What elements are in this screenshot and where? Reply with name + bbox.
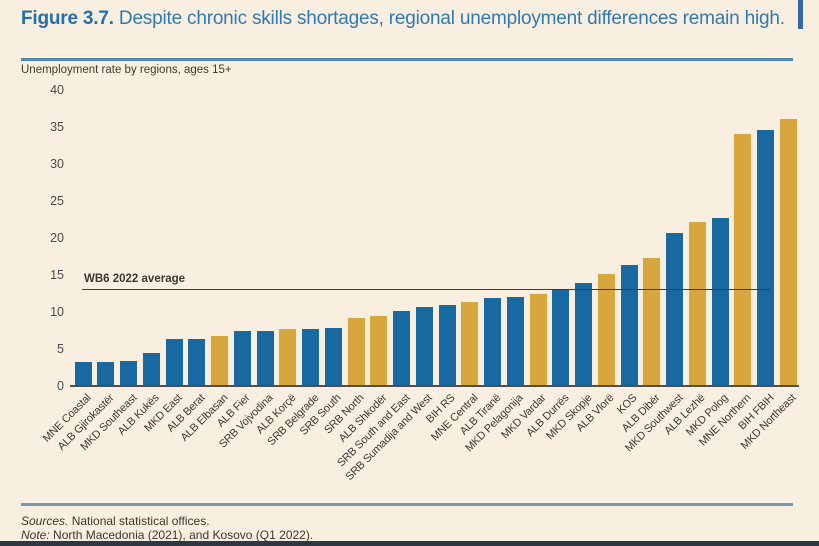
sources-text: National statistical offices. bbox=[68, 514, 210, 528]
bar bbox=[211, 335, 228, 386]
figure-title: Figure 3.7. Despite chronic skills short… bbox=[21, 7, 793, 30]
page-corner-rule bbox=[798, 0, 803, 29]
y-axis-tick-label: 10 bbox=[50, 304, 64, 319]
bar bbox=[643, 257, 661, 386]
y-axis-tick-label: 30 bbox=[50, 156, 64, 171]
bar bbox=[438, 304, 456, 386]
bar bbox=[302, 329, 319, 386]
y-axis-tick-label: 15 bbox=[50, 267, 64, 282]
y-axis-tick-label: 35 bbox=[50, 119, 64, 134]
bar bbox=[711, 218, 729, 386]
bar bbox=[256, 331, 274, 386]
bar bbox=[347, 317, 365, 386]
y-axis-tick-label: 40 bbox=[50, 82, 64, 97]
bar bbox=[575, 283, 592, 386]
y-axis-tick-label: 0 bbox=[57, 378, 64, 393]
bar bbox=[620, 264, 638, 386]
bar bbox=[188, 339, 206, 386]
bar bbox=[120, 360, 137, 386]
bar bbox=[597, 273, 615, 386]
bar bbox=[393, 310, 410, 386]
x-axis-line bbox=[70, 385, 799, 387]
note-line: Note: North Macedonia (2021), and Kosovo… bbox=[21, 528, 313, 542]
bar bbox=[233, 331, 251, 386]
sources-label: Sources. bbox=[21, 514, 69, 528]
y-axis-tick-label: 25 bbox=[50, 193, 64, 208]
y-axis-tick-label: 20 bbox=[50, 230, 64, 245]
bar bbox=[484, 297, 501, 386]
sources-line: Sources. National statistical offices. bbox=[21, 514, 210, 528]
bar bbox=[688, 221, 706, 386]
average-reference-line bbox=[82, 288, 770, 291]
y-axis-tick-label: 5 bbox=[57, 341, 64, 356]
note-label: Note: bbox=[21, 528, 50, 542]
bar bbox=[74, 362, 92, 386]
note-text: North Macedonia (2021), and Kosovo (Q1 2… bbox=[49, 528, 314, 542]
bar bbox=[666, 232, 683, 386]
bar bbox=[552, 289, 570, 386]
bar bbox=[779, 118, 797, 386]
bar bbox=[165, 339, 183, 386]
bar bbox=[461, 301, 479, 386]
figure-number: Figure 3.7. bbox=[21, 8, 114, 29]
bar bbox=[324, 327, 342, 386]
bar bbox=[279, 329, 297, 386]
bar bbox=[97, 362, 115, 386]
bar bbox=[415, 306, 433, 386]
bar bbox=[757, 129, 774, 386]
page-bottom-rule bbox=[0, 541, 819, 546]
bar bbox=[529, 293, 547, 386]
figure-title-text: Despite chronic skills shortages, region… bbox=[118, 8, 785, 29]
bar bbox=[142, 352, 160, 386]
footer-divider bbox=[21, 503, 793, 506]
bar bbox=[506, 297, 524, 386]
chart-subtitle: Unemployment rate by regions, ages 15+ bbox=[21, 64, 232, 76]
bar bbox=[734, 133, 752, 386]
average-line-label: WB6 2022 average bbox=[84, 273, 186, 285]
bar bbox=[370, 316, 388, 386]
title-divider bbox=[21, 58, 793, 61]
